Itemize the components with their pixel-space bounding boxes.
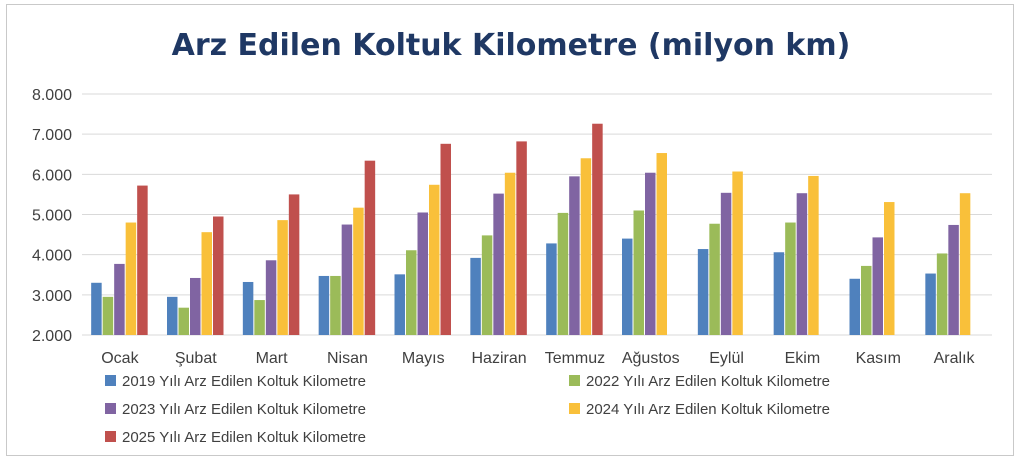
bar — [569, 176, 580, 335]
bar — [277, 220, 288, 335]
bar — [394, 274, 405, 335]
bar — [872, 237, 883, 335]
bar — [697, 249, 709, 335]
bar — [546, 243, 557, 335]
legend-swatch — [105, 375, 116, 386]
x-tick-label: Nisan — [327, 350, 368, 367]
bar — [948, 224, 959, 335]
bar — [645, 172, 656, 335]
bar — [936, 253, 948, 335]
x-tick-label: Haziran — [472, 350, 527, 367]
bar — [254, 300, 265, 335]
bar — [364, 160, 376, 335]
bar — [732, 171, 743, 335]
bar — [318, 275, 330, 335]
legend-label: 2024 Yılı Arz Edilen Koltuk Kilometre — [586, 401, 830, 418]
bar — [580, 158, 592, 335]
bar — [808, 175, 819, 335]
bar — [656, 153, 667, 335]
y-tick-label: 6.000 — [32, 167, 72, 184]
legend-swatch — [105, 403, 116, 414]
bar — [341, 224, 353, 335]
legend-swatch — [569, 403, 580, 414]
x-tick-label: Ağustos — [622, 350, 680, 367]
bar — [213, 216, 224, 335]
bar — [861, 265, 872, 335]
bar — [504, 172, 516, 335]
bar — [796, 193, 808, 335]
bar — [440, 143, 451, 335]
bar — [288, 194, 300, 335]
bar — [429, 184, 440, 335]
bar — [201, 232, 212, 335]
bar — [592, 123, 603, 336]
chart-frame: Arz Edilen Koltuk Kilometre (milyon km) … — [6, 4, 1014, 456]
bar — [720, 192, 732, 335]
x-tick-label: Mart — [256, 350, 289, 367]
bar — [849, 278, 860, 335]
legend-swatch — [105, 431, 116, 442]
y-tick-label: 8.000 — [32, 87, 72, 104]
bar — [785, 222, 796, 335]
x-tick-label: Aralık — [934, 350, 976, 367]
bar — [622, 238, 633, 335]
bar — [516, 141, 527, 335]
bar — [557, 212, 569, 335]
bar — [406, 250, 417, 335]
bar — [493, 193, 504, 335]
x-tick-label: Ekim — [785, 350, 821, 367]
bar — [470, 257, 481, 335]
legend-label: 2025 Yılı Arz Edilen Koltuk Kilometre — [122, 429, 366, 446]
bar — [190, 277, 201, 335]
bar — [959, 193, 971, 335]
bar — [114, 263, 125, 335]
bar — [167, 296, 178, 335]
legend-label: 2019 Yılı Arz Edilen Koltuk Kilometre — [122, 373, 366, 390]
y-axis-ticks: 2.000 3.000 4.000 5.000 6.000 7.000 8.000 — [32, 87, 72, 345]
bar — [125, 222, 137, 335]
y-tick-label: 2.000 — [32, 328, 72, 345]
bar — [925, 273, 936, 335]
bar — [481, 235, 493, 335]
y-tick-label: 4.000 — [32, 248, 72, 265]
bars — [91, 123, 971, 336]
legend-label: 2022 Yılı Arz Edilen Koltuk Kilometre — [586, 373, 830, 390]
legend-label: 2023 Yılı Arz Edilen Koltuk Kilometre — [122, 401, 366, 418]
bar — [330, 275, 341, 335]
bar-chart: Arz Edilen Koltuk Kilometre (milyon km) … — [32, 28, 992, 446]
x-tick-label: Mayıs — [402, 350, 445, 367]
y-tick-label: 5.000 — [32, 208, 72, 225]
legend-swatch — [569, 375, 580, 386]
bar — [137, 185, 148, 335]
x-tick-label: Kasım — [856, 350, 901, 367]
x-axis-ticks: Ocak Şubat Mart Nisan Mayıs Haziran Temmuz Ağus… — [101, 350, 975, 367]
bar — [417, 212, 428, 335]
x-tick-label: Ocak — [101, 350, 139, 367]
bar — [102, 296, 114, 335]
bar — [353, 207, 364, 335]
x-tick-label: Şubat — [175, 350, 217, 367]
legend: 2019 Yılı Arz Edilen Koltuk Kilometre 202… — [105, 373, 830, 446]
bar — [178, 307, 189, 335]
gridlines — [82, 93, 992, 336]
y-tick-label: 3.000 — [32, 288, 72, 305]
y-tick-label: 7.000 — [32, 127, 72, 144]
x-tick-label: Eylül — [709, 350, 744, 367]
chart-title: Arz Edilen Koltuk Kilometre (milyon km) — [172, 28, 851, 63]
bar — [91, 282, 102, 335]
bar — [773, 252, 785, 335]
bar — [265, 260, 277, 335]
bar — [633, 210, 644, 335]
bar — [709, 223, 720, 335]
x-tick-label: Temmuz — [545, 350, 605, 367]
bar — [884, 202, 895, 335]
bar — [242, 281, 254, 335]
